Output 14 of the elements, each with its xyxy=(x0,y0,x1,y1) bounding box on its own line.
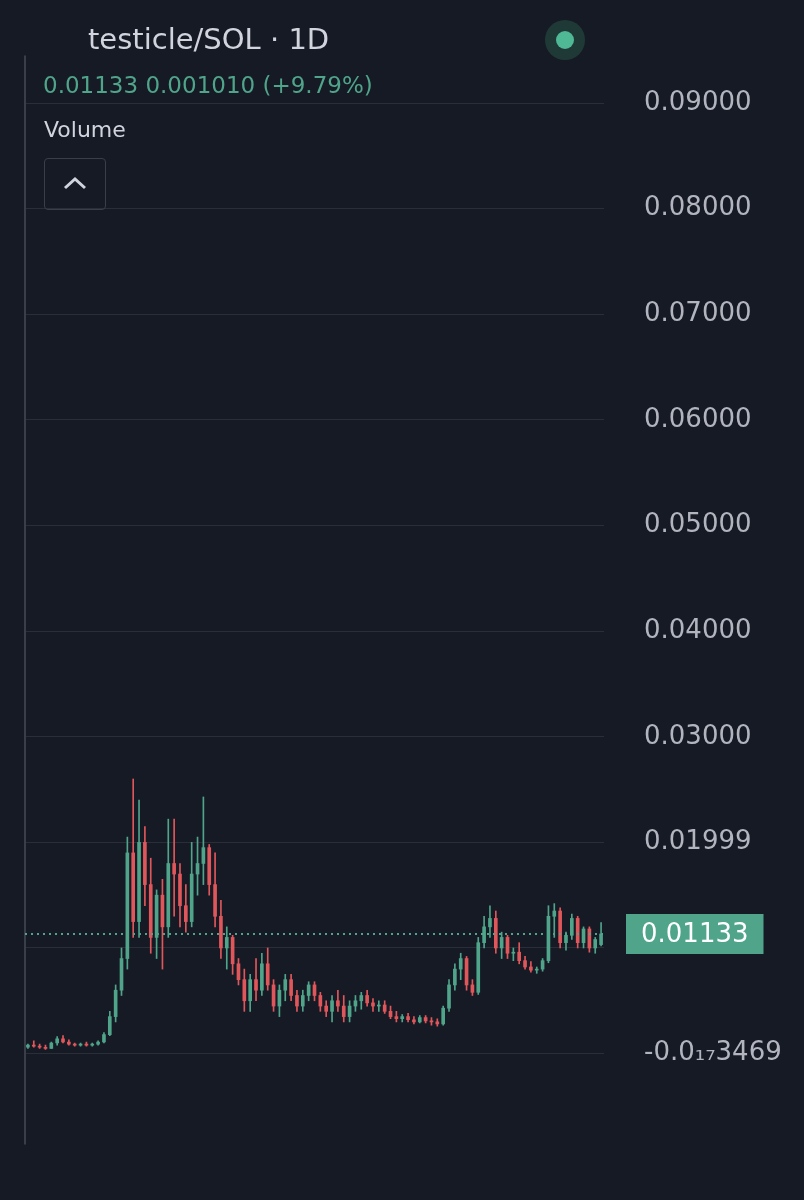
y-tick-label: 0.09000 xyxy=(644,85,752,116)
y-tick-label: 0.05000 xyxy=(644,508,752,539)
y-tick-label: -0.0₁₇3469 xyxy=(644,1036,782,1067)
chart-title: testicle/SOL · 1D xyxy=(88,22,330,56)
y-tick-label: 0.01999 xyxy=(644,825,752,856)
text: 0.01133 0.001010 (+9.79%) xyxy=(43,72,373,98)
y-tick-label: 0.06000 xyxy=(644,402,752,433)
y-tick-label: 0.04000 xyxy=(644,613,752,644)
candlestick xyxy=(172,818,176,917)
y-tick-label: 0.08000 xyxy=(644,191,752,222)
y-tick-label: 0.03000 xyxy=(644,719,752,750)
ref-line-label: 0.01133 xyxy=(641,917,749,948)
annotation: Volume xyxy=(44,117,126,142)
y-tick-label: 0.07000 xyxy=(644,297,752,328)
